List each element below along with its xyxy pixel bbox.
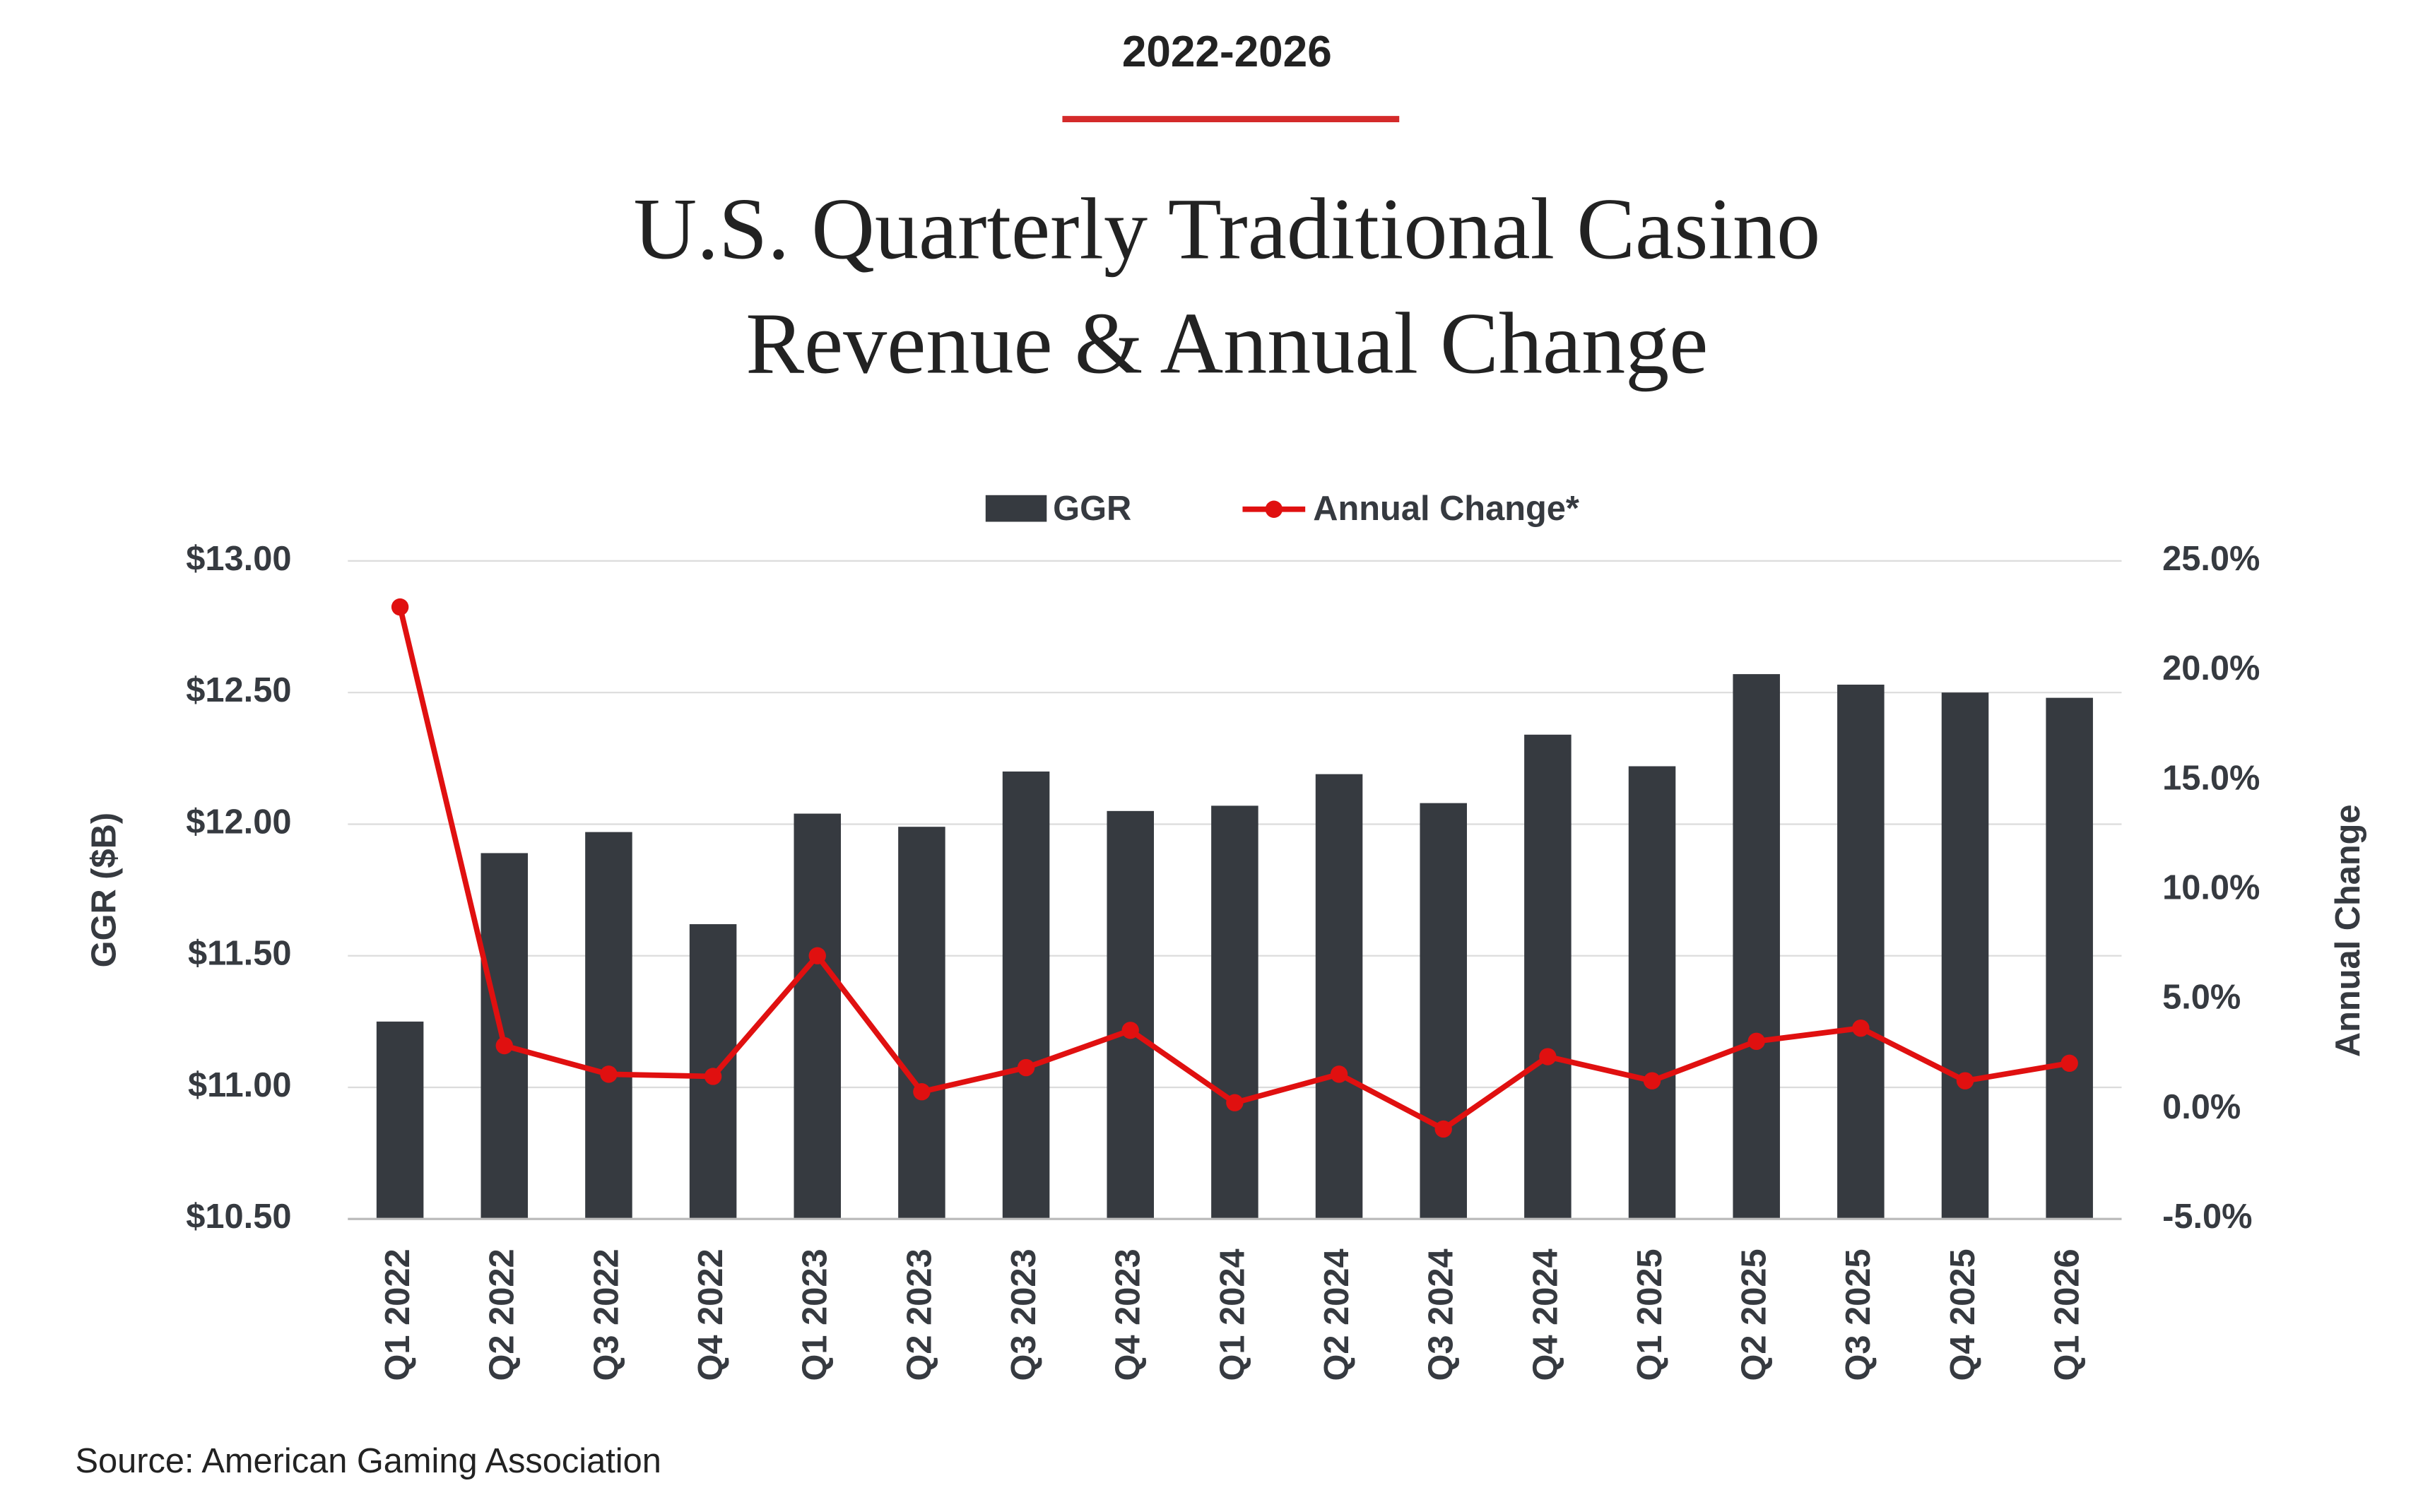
x-tick-label: Q4 2023 [1109, 1248, 1148, 1381]
y-tick-label: $12.00 [186, 803, 291, 841]
bar [1420, 803, 1467, 1219]
x-tick-label: Q1 2026 [2048, 1248, 2087, 1381]
point [1121, 1022, 1139, 1039]
bar [1107, 810, 1154, 1219]
y2-tick-label: 20.0% [2162, 649, 2260, 687]
y2-tick-label: 10.0% [2162, 868, 2260, 906]
x-tick-label: Q3 2025 [1839, 1248, 1877, 1381]
x-tick-label: Q4 2024 [1526, 1248, 1564, 1381]
x-tick-label: Q1 2025 [1631, 1248, 1669, 1381]
point [1747, 1032, 1765, 1051]
legend-swatch [1265, 500, 1283, 518]
x-tick-label: Q4 2022 [692, 1248, 730, 1381]
x-tick-label: Q2 2025 [1735, 1248, 1774, 1381]
point [1643, 1072, 1661, 1089]
y2-tick-label: 0.0% [2162, 1088, 2241, 1126]
point [1330, 1065, 1348, 1083]
supertitle: 2022-2026 [1122, 28, 1332, 76]
y2-tick-label: 15.0% [2162, 759, 2260, 797]
bar [1733, 674, 1780, 1219]
y-tick-label: $10.50 [186, 1198, 291, 1236]
bar [2046, 697, 2093, 1219]
bar [1524, 734, 1572, 1219]
legend-label: Annual Change* [1313, 490, 1579, 528]
bar [1211, 805, 1258, 1219]
point [913, 1083, 931, 1101]
chart-title: U.S. Quarterly Traditional Casino [633, 180, 1820, 278]
point [1852, 1019, 1870, 1037]
y-tick-label: $13.00 [186, 540, 291, 578]
y2-tick-label: -5.0% [2162, 1198, 2252, 1236]
bar [898, 827, 945, 1219]
x-tick-label: Q3 2022 [587, 1248, 625, 1381]
y-axis-label: GGR ($B) [86, 813, 124, 967]
point [495, 1036, 513, 1055]
bar [1837, 685, 1885, 1219]
bar [1941, 692, 1989, 1219]
x-tick-label: Q2 2022 [483, 1248, 521, 1381]
bar [1628, 766, 1676, 1219]
chart-title: Revenue & Annual Change [745, 294, 1708, 391]
bar [585, 832, 632, 1219]
x-tick-label: Q3 2024 [1422, 1248, 1461, 1381]
bar [376, 1021, 424, 1219]
x-tick-label: Q2 2023 [900, 1248, 938, 1381]
point [391, 598, 409, 616]
point [1017, 1058, 1035, 1077]
y-tick-label: $12.50 [186, 671, 291, 709]
x-tick-label: Q4 2025 [1944, 1248, 1982, 1381]
bar [1002, 771, 1050, 1219]
point [1956, 1072, 1974, 1089]
y2-tick-label: 5.0% [2162, 979, 2241, 1017]
point [600, 1065, 618, 1083]
y2-axis-label: Annual Change [2329, 804, 2367, 1057]
point [1226, 1094, 1244, 1111]
point [704, 1068, 722, 1085]
x-tick-label: Q1 2024 [1213, 1248, 1251, 1381]
point [2060, 1054, 2078, 1073]
point [1539, 1048, 1557, 1065]
legend-label: GGR [1053, 490, 1131, 528]
source: Source: American Gaming Association [75, 1442, 661, 1480]
x-tick-label: Q3 2023 [1005, 1248, 1043, 1381]
y2-tick-label: 25.0% [2162, 540, 2260, 578]
bar [794, 813, 842, 1219]
x-tick-label: Q1 2023 [796, 1248, 835, 1381]
x-tick-label: Q1 2022 [379, 1248, 417, 1381]
point [808, 947, 826, 964]
x-tick-label: Q2 2024 [1318, 1248, 1356, 1381]
legend-swatch [985, 495, 1047, 522]
y-tick-label: $11.50 [188, 935, 291, 973]
y-tick-label: $11.00 [188, 1066, 291, 1104]
point [1434, 1120, 1452, 1138]
bar [1315, 774, 1363, 1219]
